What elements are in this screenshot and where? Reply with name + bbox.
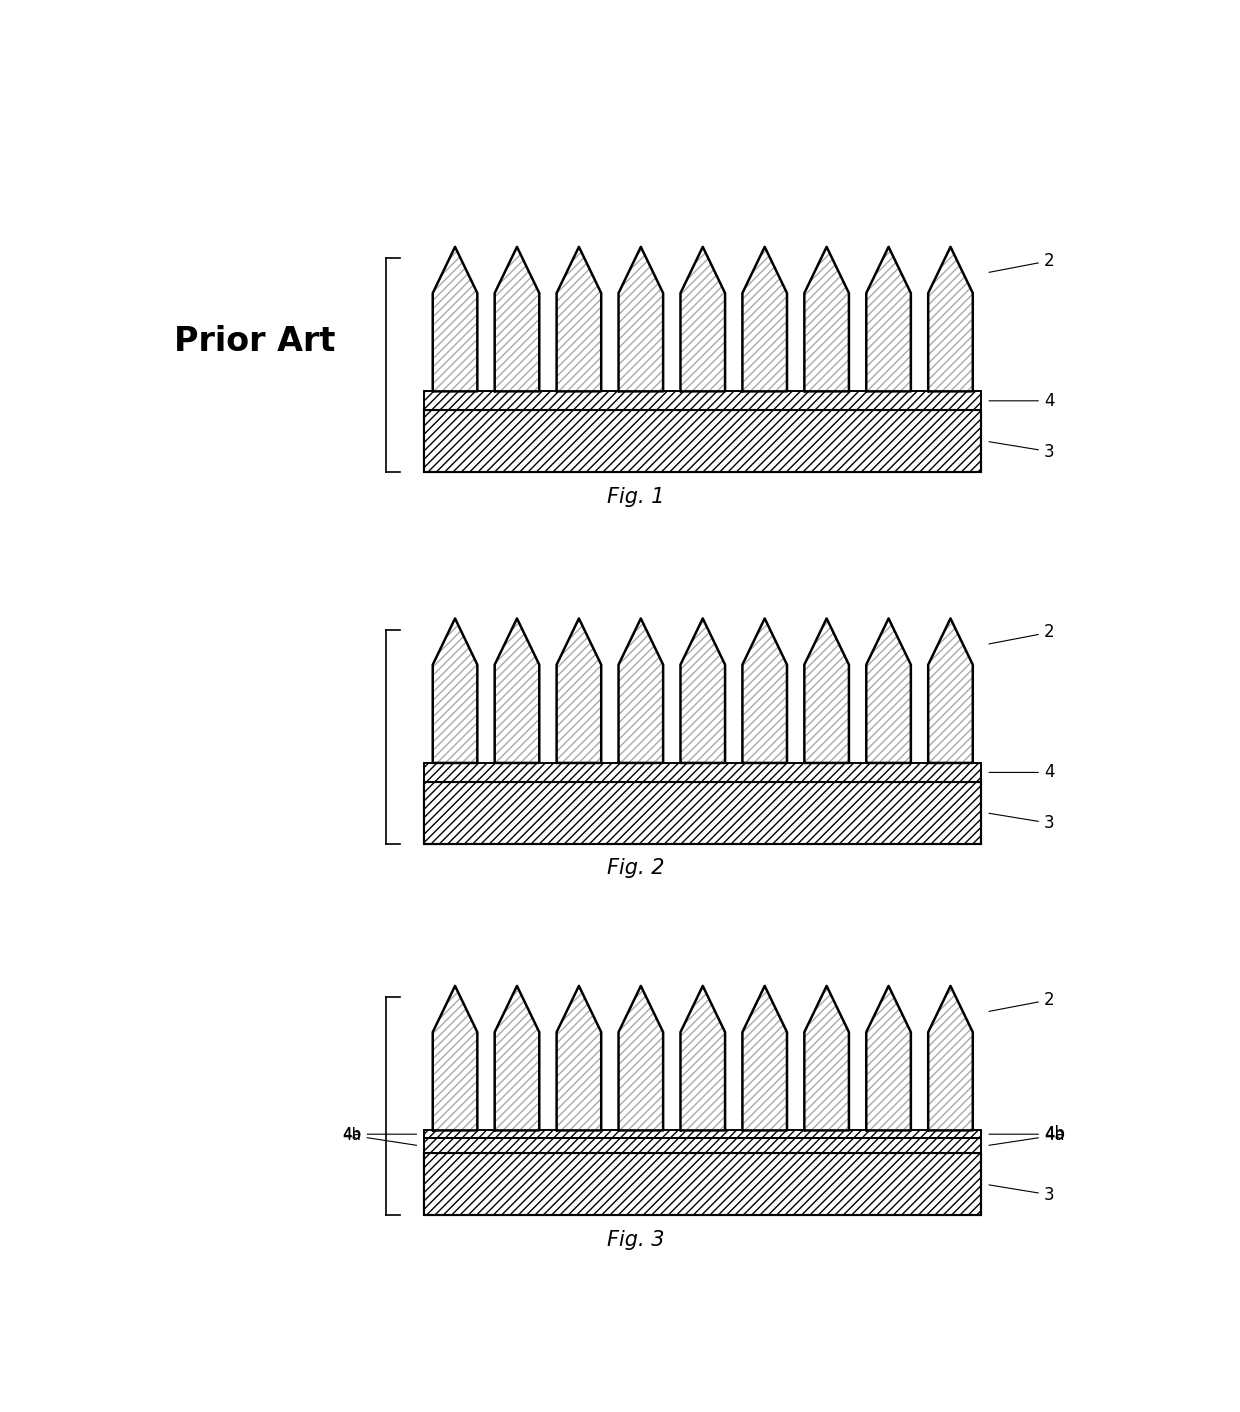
Bar	[424, 782, 982, 844]
Text: Fig. 2: Fig. 2	[606, 858, 665, 878]
Bar	[424, 1154, 982, 1216]
Polygon shape	[495, 247, 539, 391]
Polygon shape	[681, 618, 725, 762]
Bar	[424, 411, 982, 472]
Polygon shape	[867, 247, 911, 391]
Bar	[424, 391, 982, 411]
Polygon shape	[743, 247, 787, 391]
Polygon shape	[929, 986, 973, 1131]
Polygon shape	[557, 986, 601, 1131]
Text: 2: 2	[990, 251, 1054, 273]
Text: 2: 2	[990, 991, 1054, 1011]
Bar	[424, 782, 982, 844]
Text: 3: 3	[990, 813, 1054, 832]
Bar	[424, 1131, 982, 1138]
Bar	[424, 1131, 982, 1138]
Bar	[424, 762, 982, 782]
Bar	[424, 1138, 982, 1154]
Polygon shape	[619, 618, 663, 762]
Text: Fig. 3: Fig. 3	[606, 1230, 665, 1250]
Polygon shape	[433, 247, 477, 391]
Text: 4b: 4b	[342, 1127, 417, 1142]
Bar	[424, 762, 982, 782]
Bar	[424, 411, 982, 472]
Polygon shape	[619, 986, 663, 1131]
Polygon shape	[867, 986, 911, 1131]
Text: 3: 3	[990, 442, 1054, 460]
Text: Fig. 1: Fig. 1	[606, 487, 665, 507]
Bar	[424, 1138, 982, 1154]
Polygon shape	[805, 618, 849, 762]
Bar	[424, 391, 982, 411]
Polygon shape	[743, 986, 787, 1131]
Text: 4a: 4a	[990, 1127, 1065, 1145]
Text: 4: 4	[990, 764, 1054, 781]
Text: 4a: 4a	[342, 1128, 417, 1145]
Polygon shape	[743, 618, 787, 762]
Text: 4b: 4b	[990, 1125, 1065, 1144]
Polygon shape	[681, 247, 725, 391]
Bar	[424, 1154, 982, 1216]
Polygon shape	[805, 247, 849, 391]
Text: 2: 2	[990, 624, 1054, 644]
Polygon shape	[557, 618, 601, 762]
Polygon shape	[867, 618, 911, 762]
Polygon shape	[557, 247, 601, 391]
Text: 3: 3	[990, 1185, 1054, 1204]
Text: Prior Art: Prior Art	[174, 325, 336, 359]
Polygon shape	[805, 986, 849, 1131]
Polygon shape	[495, 618, 539, 762]
Polygon shape	[495, 986, 539, 1131]
Polygon shape	[619, 247, 663, 391]
Text: 4: 4	[990, 391, 1054, 409]
Polygon shape	[681, 986, 725, 1131]
Polygon shape	[929, 618, 973, 762]
Polygon shape	[929, 247, 973, 391]
Polygon shape	[433, 986, 477, 1131]
Polygon shape	[433, 618, 477, 762]
